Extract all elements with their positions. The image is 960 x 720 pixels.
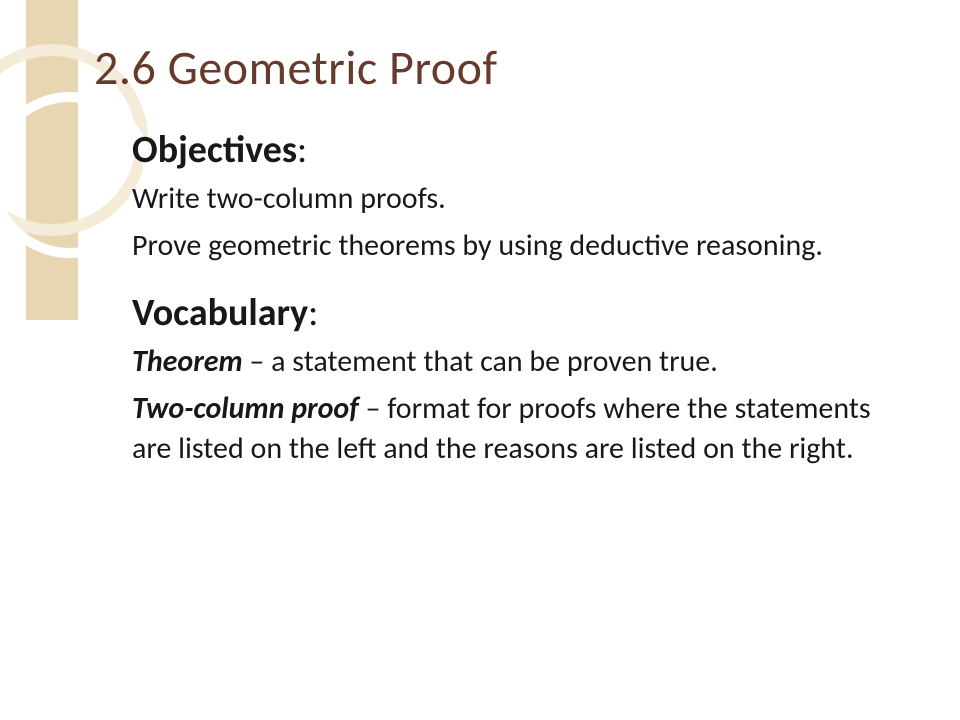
vocab-term: Two-column proof <box>132 390 359 427</box>
slide-title: 2.6 Geometric Proof <box>94 38 890 97</box>
objectives-heading: Objectives: <box>132 127 890 173</box>
vocab-item: Two-column proof – format for proofs whe… <box>132 389 890 470</box>
slide-content: Objectives: Write two-column proofs. Pro… <box>94 127 890 470</box>
objective-line: Write two-column proofs. <box>132 179 890 220</box>
objectives-heading-text: Objectives <box>132 127 297 173</box>
colon: : <box>297 127 307 173</box>
vocab-item: Theorem – a statement that can be proven… <box>132 342 890 383</box>
vocabulary-heading: Vocabulary: <box>132 290 890 336</box>
vocab-def: – a statement that can be proven true. <box>243 343 718 380</box>
colon: : <box>308 290 318 336</box>
vocab-term: Theorem <box>132 343 243 380</box>
vocabulary-heading-text: Vocabulary <box>132 290 308 336</box>
slide: 2.6 Geometric Proof Objectives: Write tw… <box>0 0 960 720</box>
objective-line: Prove geometric theorems by using deduct… <box>132 226 890 267</box>
